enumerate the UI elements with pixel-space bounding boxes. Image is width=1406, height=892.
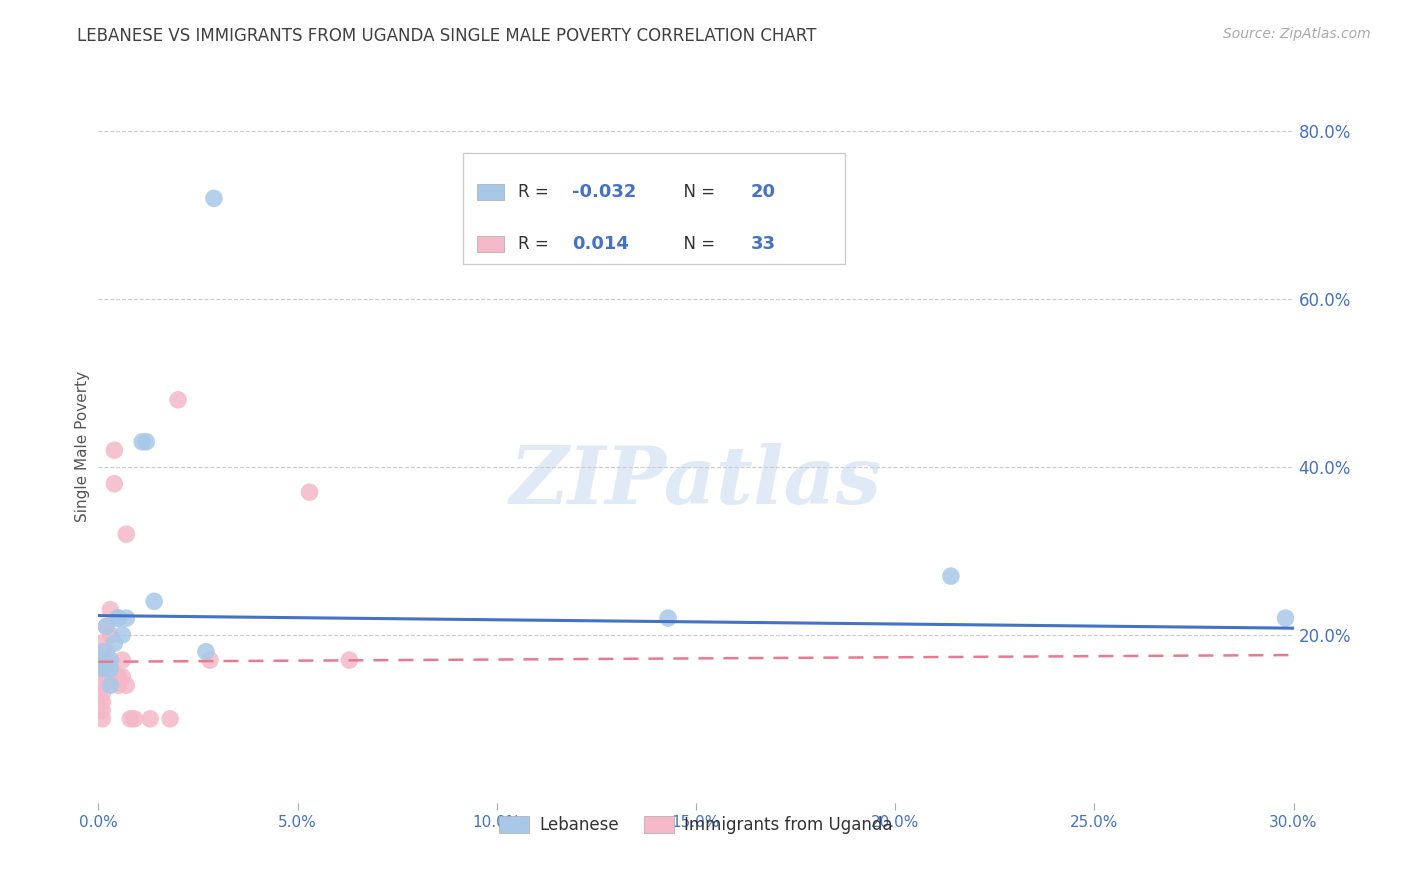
Text: R =: R = [517, 183, 554, 201]
Point [103, 476, 125, 491]
Point [98, 603, 122, 617]
Text: R =: R = [517, 235, 554, 253]
Point [115, 527, 138, 541]
Text: 33: 33 [751, 235, 776, 253]
Point [91, 653, 114, 667]
Point [96, 619, 118, 633]
Point [98, 653, 122, 667]
Legend: Lebanese, Immigrants from Uganda: Lebanese, Immigrants from Uganda [492, 809, 900, 841]
Point [91, 653, 114, 667]
Point [91, 645, 114, 659]
Point [96, 619, 118, 633]
Point [111, 653, 134, 667]
Point [96, 661, 118, 675]
Point [167, 392, 190, 407]
Text: 0.014: 0.014 [572, 235, 628, 253]
Text: ZIPatlas: ZIPatlas [510, 443, 882, 520]
Point [124, 712, 146, 726]
Point [91, 687, 114, 701]
Point [98, 628, 122, 642]
Point [103, 443, 125, 458]
Point [135, 434, 157, 449]
Text: N =: N = [673, 183, 721, 201]
Point [91, 670, 114, 684]
Point [202, 191, 225, 205]
Text: -0.032: -0.032 [572, 183, 636, 201]
Point [91, 636, 114, 650]
Point [91, 695, 114, 709]
FancyBboxPatch shape [477, 236, 503, 252]
Point [107, 611, 129, 625]
Point [195, 645, 218, 659]
Point [96, 653, 118, 667]
Point [139, 712, 162, 726]
Point [111, 670, 134, 684]
Point [107, 611, 129, 625]
Point [91, 703, 114, 717]
FancyBboxPatch shape [477, 185, 503, 200]
Point [131, 434, 153, 449]
Point [91, 645, 114, 659]
Point [159, 712, 181, 726]
Point [96, 645, 118, 659]
Point [115, 611, 138, 625]
Point [120, 712, 142, 726]
Text: N =: N = [673, 235, 721, 253]
Point [91, 661, 114, 675]
Text: 20: 20 [751, 183, 776, 201]
Point [91, 661, 114, 675]
Point [939, 569, 962, 583]
Point [103, 636, 125, 650]
Point [107, 670, 129, 684]
Point [339, 653, 361, 667]
Point [107, 678, 129, 692]
FancyBboxPatch shape [463, 153, 845, 264]
Point [298, 485, 321, 500]
Point [115, 678, 138, 692]
Point [143, 594, 166, 608]
Point [98, 661, 122, 675]
Point [111, 628, 134, 642]
Point [98, 661, 122, 675]
Point [98, 678, 122, 692]
Point [91, 712, 114, 726]
Text: Source: ZipAtlas.com: Source: ZipAtlas.com [1223, 27, 1371, 41]
Point [657, 611, 679, 625]
Point [1274, 611, 1296, 625]
Point [96, 661, 118, 675]
Y-axis label: Single Male Poverty: Single Male Poverty [75, 370, 90, 522]
Point [91, 678, 114, 692]
Text: LEBANESE VS IMMIGRANTS FROM UGANDA SINGLE MALE POVERTY CORRELATION CHART: LEBANESE VS IMMIGRANTS FROM UGANDA SINGL… [77, 27, 817, 45]
Point [198, 653, 221, 667]
